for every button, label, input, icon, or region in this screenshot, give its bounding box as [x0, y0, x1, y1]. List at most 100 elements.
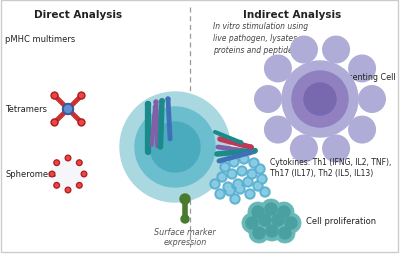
Circle shape	[259, 214, 271, 226]
Circle shape	[260, 187, 270, 197]
Circle shape	[215, 189, 225, 199]
Circle shape	[251, 150, 254, 154]
Text: pMHC multimers: pMHC multimers	[5, 35, 75, 44]
Circle shape	[78, 93, 85, 100]
Circle shape	[304, 84, 336, 116]
Circle shape	[253, 149, 257, 153]
Circle shape	[51, 119, 58, 126]
Circle shape	[349, 117, 375, 143]
Circle shape	[154, 101, 158, 104]
Circle shape	[278, 206, 290, 218]
Circle shape	[181, 215, 189, 223]
Circle shape	[243, 177, 253, 187]
Circle shape	[255, 86, 281, 113]
Circle shape	[235, 182, 241, 187]
Text: Surface marker
expression: Surface marker expression	[154, 227, 216, 246]
Circle shape	[279, 227, 291, 239]
Circle shape	[230, 194, 240, 204]
Circle shape	[245, 180, 251, 185]
Circle shape	[248, 151, 252, 155]
Circle shape	[217, 172, 227, 182]
Circle shape	[291, 37, 317, 64]
Circle shape	[349, 56, 375, 82]
Circle shape	[262, 189, 268, 195]
Circle shape	[210, 179, 220, 189]
Circle shape	[266, 225, 278, 237]
Circle shape	[239, 169, 245, 174]
Circle shape	[247, 192, 253, 197]
Circle shape	[50, 173, 54, 176]
Circle shape	[323, 136, 349, 162]
Circle shape	[255, 210, 275, 230]
Circle shape	[247, 169, 257, 179]
Circle shape	[153, 106, 157, 109]
Circle shape	[66, 157, 70, 160]
Circle shape	[261, 199, 281, 219]
Circle shape	[65, 156, 71, 161]
Circle shape	[282, 62, 358, 137]
Circle shape	[80, 121, 84, 125]
Circle shape	[76, 183, 82, 188]
Circle shape	[52, 121, 56, 125]
Circle shape	[249, 223, 269, 243]
Circle shape	[268, 210, 288, 230]
Circle shape	[246, 217, 258, 229]
Circle shape	[217, 192, 223, 197]
Circle shape	[259, 177, 265, 182]
Circle shape	[146, 102, 150, 107]
Circle shape	[359, 86, 385, 113]
Circle shape	[291, 136, 317, 162]
Circle shape	[292, 72, 348, 128]
Circle shape	[272, 214, 284, 226]
Circle shape	[78, 119, 85, 126]
Circle shape	[66, 189, 70, 192]
Circle shape	[251, 161, 257, 166]
Circle shape	[262, 221, 282, 241]
Text: Antigen Presenting Cell: Antigen Presenting Cell	[302, 73, 396, 82]
Circle shape	[227, 169, 237, 179]
Circle shape	[274, 202, 294, 222]
Circle shape	[52, 158, 84, 190]
Circle shape	[265, 203, 277, 215]
Circle shape	[229, 157, 239, 167]
Circle shape	[245, 189, 255, 199]
Circle shape	[255, 164, 265, 174]
Circle shape	[233, 179, 243, 189]
Circle shape	[78, 162, 81, 165]
Text: Cytokines: Th1 (IFNG, IL2, TNF),
Th17 (IL17), Th2 (IL5, IL13): Cytokines: Th1 (IFNG, IL2, TNF), Th17 (I…	[270, 158, 391, 177]
Circle shape	[80, 94, 84, 98]
Circle shape	[65, 187, 71, 193]
Circle shape	[257, 167, 263, 172]
Circle shape	[64, 106, 72, 113]
Circle shape	[229, 171, 235, 177]
Circle shape	[150, 122, 200, 172]
Circle shape	[249, 171, 255, 177]
Circle shape	[52, 94, 56, 98]
Circle shape	[225, 184, 231, 190]
Circle shape	[180, 194, 190, 204]
Circle shape	[252, 206, 264, 218]
Circle shape	[225, 186, 235, 196]
Text: Indirect Analysis: Indirect Analysis	[243, 10, 341, 20]
Circle shape	[51, 93, 58, 100]
Circle shape	[223, 182, 233, 192]
Circle shape	[239, 141, 243, 145]
Circle shape	[231, 160, 237, 165]
Circle shape	[212, 182, 218, 187]
Circle shape	[54, 183, 60, 188]
Circle shape	[55, 184, 58, 187]
Circle shape	[76, 160, 82, 166]
Circle shape	[220, 162, 230, 172]
Circle shape	[265, 117, 291, 143]
Text: In vitro stimulation using
live pathogen, lysates,
proteins and peptides: In vitro stimulation using live pathogen…	[213, 22, 308, 54]
Circle shape	[49, 171, 55, 177]
Text: Direct Analysis: Direct Analysis	[34, 10, 122, 20]
Circle shape	[275, 223, 295, 243]
Circle shape	[281, 213, 301, 233]
Circle shape	[55, 162, 58, 165]
Circle shape	[248, 202, 268, 222]
Circle shape	[253, 181, 263, 191]
Circle shape	[160, 99, 164, 104]
Circle shape	[255, 183, 261, 189]
Circle shape	[237, 166, 247, 176]
